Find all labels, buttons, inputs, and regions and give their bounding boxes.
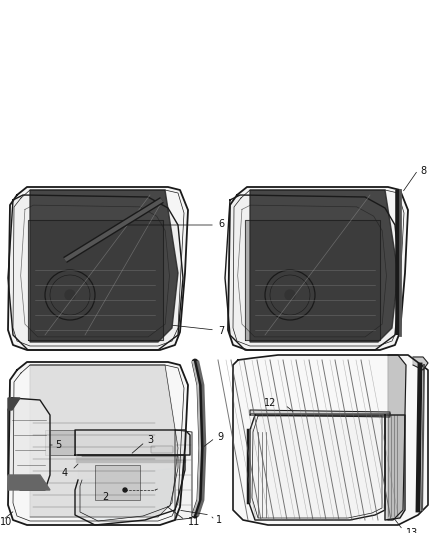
Text: 5: 5 (55, 440, 61, 450)
Text: 2: 2 (102, 492, 108, 502)
Polygon shape (30, 365, 178, 517)
Polygon shape (388, 355, 406, 520)
Text: 9: 9 (217, 432, 223, 442)
Polygon shape (80, 468, 174, 520)
Text: 8: 8 (420, 166, 426, 176)
Polygon shape (233, 355, 428, 525)
Polygon shape (250, 410, 390, 417)
Text: 12: 12 (264, 398, 276, 408)
Text: 6: 6 (218, 219, 224, 229)
Polygon shape (75, 430, 190, 455)
Text: 11: 11 (188, 517, 200, 527)
Polygon shape (28, 220, 163, 340)
Polygon shape (175, 430, 192, 520)
FancyBboxPatch shape (151, 446, 173, 453)
Polygon shape (8, 475, 50, 490)
Polygon shape (250, 190, 398, 342)
Circle shape (285, 290, 295, 300)
Polygon shape (8, 362, 188, 525)
Polygon shape (76, 460, 185, 462)
Polygon shape (8, 187, 188, 350)
Circle shape (65, 290, 75, 300)
Circle shape (123, 488, 127, 492)
Text: 13: 13 (406, 528, 418, 533)
Bar (95, 465, 140, 500)
Text: 3: 3 (147, 435, 153, 445)
Bar (45, 430, 75, 455)
Polygon shape (385, 415, 405, 520)
Polygon shape (225, 195, 400, 350)
Text: 10: 10 (0, 517, 12, 527)
Polygon shape (76, 455, 185, 460)
Polygon shape (413, 357, 428, 370)
Polygon shape (75, 455, 185, 525)
Polygon shape (8, 398, 20, 410)
Text: 1: 1 (216, 515, 222, 525)
Text: 7: 7 (218, 326, 224, 336)
Polygon shape (8, 398, 50, 490)
Polygon shape (30, 190, 178, 342)
Polygon shape (248, 415, 385, 520)
Polygon shape (245, 220, 380, 340)
Polygon shape (8, 195, 183, 350)
Text: 4: 4 (62, 468, 68, 478)
Polygon shape (228, 187, 408, 350)
